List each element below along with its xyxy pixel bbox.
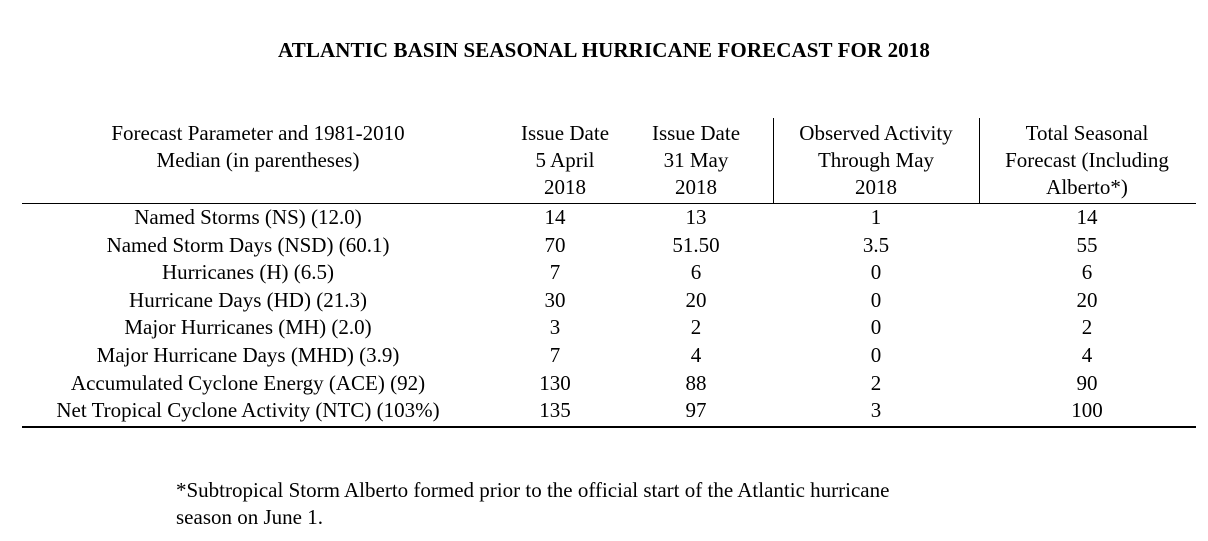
- cell-observed: 0: [870, 342, 882, 367]
- page-title: ATLANTIC BASIN SEASONAL HURRICANE FORECA…: [278, 38, 930, 62]
- cell-may: 88: [685, 370, 707, 395]
- footnote-line: season on June 1.: [176, 505, 323, 529]
- cell-april: 30: [544, 287, 566, 312]
- cell-april: 3: [549, 315, 561, 340]
- header-line: Alberto*): [1046, 175, 1128, 199]
- footnote-line: *Subtropical Storm Alberto formed prior …: [176, 478, 890, 502]
- table-row: Hurricanes (H) (6.5) 7 6 0 6: [0, 259, 1208, 287]
- header-line: Observed Activity: [799, 121, 953, 145]
- cell-april: 7: [549, 342, 561, 367]
- cell-may: 97: [685, 398, 707, 423]
- header-line: Through May: [817, 148, 935, 172]
- table-row: Net Tropical Cyclone Activity (NTC) (103…: [0, 397, 1208, 425]
- cell-total: 100: [1071, 398, 1103, 423]
- header-line: 31 May: [663, 148, 729, 172]
- header-issue-may: Issue Date 31 May 2018: [621, 120, 771, 201]
- header-line: 5 April: [535, 148, 595, 172]
- cell-may: 6: [690, 260, 702, 285]
- cell-total: 2: [1081, 315, 1093, 340]
- cell-april: 130: [539, 370, 571, 395]
- table-row: Named Storm Days (NSD) (60.1) 70 51.50 3…: [0, 232, 1208, 260]
- cell-parameter: Named Storms (NS) (12.0): [134, 205, 362, 229]
- cell-observed: 2: [870, 370, 882, 395]
- header-rule: [22, 203, 1196, 204]
- cell-total: 20: [1076, 287, 1098, 312]
- header-line: Total Seasonal: [1025, 121, 1149, 145]
- cell-parameter: Accumulated Cyclone Energy (ACE) (92): [70, 370, 426, 395]
- bottom-rule: [22, 426, 1196, 428]
- cell-observed: 3.5: [862, 232, 890, 257]
- table-row: Named Storms (NS) (12.0) 14 13 1 14: [0, 204, 1208, 232]
- column-divider: [773, 118, 774, 204]
- cell-parameter: Named Storm Days (NSD) (60.1): [106, 232, 390, 257]
- cell-may: 13: [685, 205, 707, 229]
- table-row: Hurricane Days (HD) (21.3) 30 20 0 20: [0, 287, 1208, 315]
- cell-total: 6: [1081, 260, 1093, 285]
- cell-parameter: Hurricane Days (HD) (21.3): [129, 287, 367, 312]
- cell-may: 51.50: [672, 232, 720, 257]
- cell-observed: 0: [870, 260, 882, 285]
- cell-observed: 1: [870, 205, 882, 229]
- cell-total: 55: [1076, 232, 1098, 257]
- table-row: Major Hurricanes (MH) (2.0) 3 2 0 2: [0, 314, 1208, 342]
- cell-observed: 0: [870, 315, 882, 340]
- cell-total: 14: [1076, 205, 1098, 229]
- cell-parameter: Major Hurricanes (MH) (2.0): [124, 315, 372, 340]
- column-divider: [979, 118, 980, 204]
- header-line: Forecast (Including: [1005, 148, 1169, 172]
- header-line: Issue Date: [520, 121, 610, 145]
- header-line: 2018: [855, 175, 897, 199]
- cell-total: 4: [1081, 342, 1093, 367]
- table-row: Major Hurricane Days (MHD) (3.9) 7 4 0 4: [0, 342, 1208, 370]
- cell-parameter: Net Tropical Cyclone Activity (NTC) (103…: [56, 398, 440, 423]
- cell-parameter: Hurricanes (H) (6.5): [161, 260, 334, 285]
- table-body: Named Storms (NS) (12.0) 14 13 1 14 Name…: [0, 204, 1208, 425]
- cell-may: 4: [690, 342, 702, 367]
- cell-april: 135: [539, 398, 571, 423]
- header-observed: Observed Activity Through May 2018: [776, 120, 976, 201]
- cell-april: 14: [544, 205, 566, 229]
- cell-april: 7: [549, 260, 561, 285]
- header-line: 2018: [544, 175, 586, 199]
- header-line: Issue Date: [651, 121, 741, 145]
- header-line: 2018: [675, 175, 717, 199]
- cell-april: 70: [544, 232, 566, 257]
- cell-observed: 0: [870, 287, 882, 312]
- header-total: Total Seasonal Forecast (Including Alber…: [982, 120, 1192, 201]
- header-line: Median (in parentheses): [156, 148, 360, 172]
- cell-may: 2: [690, 315, 702, 340]
- footnote: *Subtropical Storm Alberto formed prior …: [176, 477, 1036, 531]
- cell-parameter: Major Hurricane Days (MHD) (3.9): [96, 342, 400, 367]
- table-row: Accumulated Cyclone Energy (ACE) (92) 13…: [0, 370, 1208, 398]
- cell-observed: 3: [870, 398, 882, 423]
- cell-may: 20: [685, 287, 707, 312]
- header-line: Forecast Parameter and 1981-2010: [111, 121, 405, 145]
- header-parameter: Forecast Parameter and 1981-2010 Median …: [58, 120, 458, 174]
- header-issue-april: Issue Date 5 April 2018: [490, 120, 640, 201]
- cell-total: 90: [1076, 370, 1098, 395]
